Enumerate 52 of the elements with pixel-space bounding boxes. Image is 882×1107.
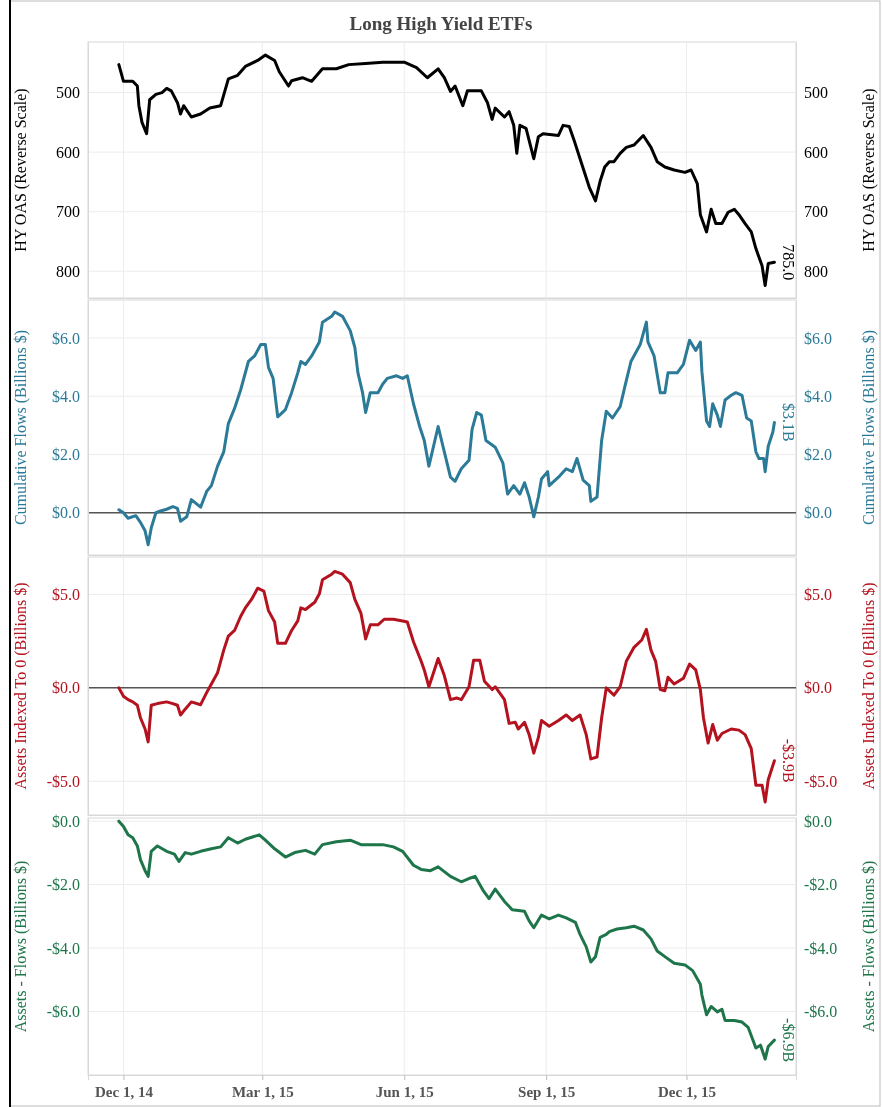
chart-title: Long High Yield ETFs xyxy=(349,13,533,34)
y2-axis-title: Assets - Flows (Billions $) xyxy=(860,860,878,1033)
y2-tick-label: 500 xyxy=(804,84,828,102)
y-axis-title: Assets - Flows (Billions $) xyxy=(12,860,30,1033)
y-tick-label: $0.0 xyxy=(52,679,80,697)
y2-tick-label: 800 xyxy=(804,262,828,280)
x-tick-label: Mar 1, 15 xyxy=(231,1083,294,1100)
y-tick-label: $4.0 xyxy=(52,387,80,405)
y-axis-title: Assets Indexed To 0 (Billions $) xyxy=(12,582,30,790)
y-tick-label: $0.0 xyxy=(52,504,80,522)
y2-tick-label: -$4.0 xyxy=(804,939,838,957)
y2-axis-title: HY OAS (Reverse Scale) xyxy=(860,88,878,252)
y2-tick-label: -$5.0 xyxy=(804,772,838,790)
line-series xyxy=(117,310,776,547)
y-axis-title: Cumulative Flows (Billions $) xyxy=(12,329,30,526)
y2-tick-label: -$2.0 xyxy=(804,876,838,894)
y2-axis-title: Cumulative Flows (Billions $) xyxy=(860,329,878,526)
y2-tick-label: $6.0 xyxy=(804,329,832,347)
line-series xyxy=(117,53,776,287)
y-tick-label: 500 xyxy=(56,84,80,102)
y-tick-label: $0.0 xyxy=(52,812,80,830)
y2-tick-label: 600 xyxy=(804,143,828,161)
y2-tick-label: -$6.0 xyxy=(804,1003,838,1021)
y-tick-label: -$5.0 xyxy=(46,772,80,790)
y2-tick-label: $5.0 xyxy=(804,586,832,604)
line-series xyxy=(117,819,776,1061)
x-tick-label: Jun 1, 15 xyxy=(375,1083,434,1100)
y2-tick-label: 700 xyxy=(804,203,828,221)
x-tick-label: Dec 1, 14 xyxy=(95,1083,154,1100)
y-tick-label: 700 xyxy=(56,203,80,221)
y-axis-title: HY OAS (Reverse Scale) xyxy=(12,88,30,252)
y-tick-label: 800 xyxy=(56,262,80,280)
x-tick-label: Dec 1, 15 xyxy=(658,1083,716,1100)
y-tick-label: -$2.0 xyxy=(46,876,80,894)
y-tick-label: $6.0 xyxy=(52,329,80,347)
line-series xyxy=(117,569,776,804)
annotation: $3.1B xyxy=(780,403,798,442)
y2-tick-label: $0.0 xyxy=(804,812,832,830)
y-tick-label: -$6.0 xyxy=(46,1003,80,1021)
y-tick-label: 600 xyxy=(56,143,80,161)
y-tick-label: $2.0 xyxy=(52,446,80,464)
y-tick-label: $5.0 xyxy=(52,586,80,604)
x-tick-label: Sep 1, 15 xyxy=(518,1083,576,1100)
annotation: 785.0 xyxy=(780,244,798,281)
y2-axis-title: Assets Indexed To 0 (Billions $) xyxy=(860,582,878,790)
annotation: -$3.9B xyxy=(780,738,798,783)
y2-tick-label: $0.0 xyxy=(804,504,832,522)
y-tick-label: -$4.0 xyxy=(46,939,80,957)
y2-tick-label: $0.0 xyxy=(804,679,832,697)
y2-tick-label: $4.0 xyxy=(804,387,832,405)
y2-tick-label: $2.0 xyxy=(804,446,832,464)
annotation: -$6.9B xyxy=(780,1018,798,1063)
